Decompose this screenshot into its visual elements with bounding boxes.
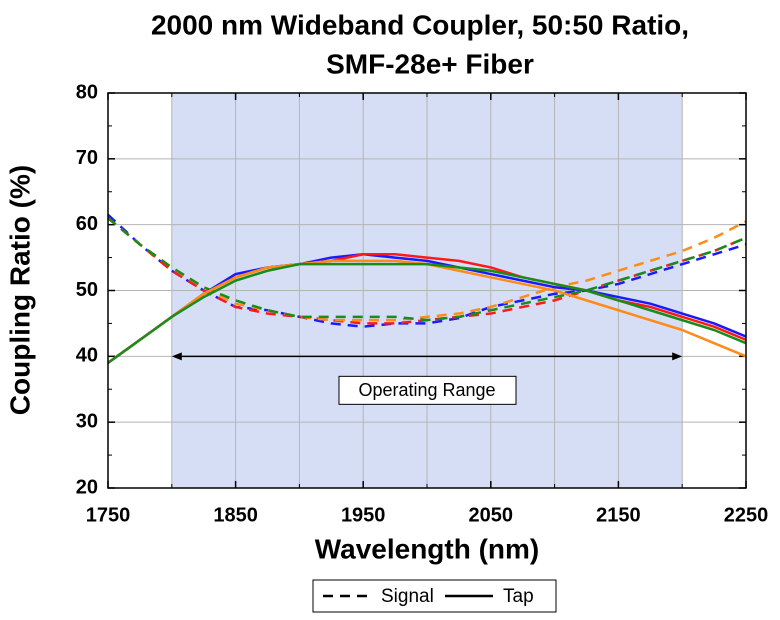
y-tick-label: 40 (76, 345, 98, 367)
x-tick-label: 1950 (341, 504, 386, 526)
legend-label: Signal (381, 586, 434, 607)
y-tick-label: 80 (76, 81, 98, 103)
legend-label: Tap (503, 586, 534, 607)
y-tick-label: 20 (76, 476, 98, 498)
y-axis-label: Coupling Ratio (%) (4, 165, 35, 415)
arrow-head (171, 352, 182, 361)
legend-box (312, 579, 557, 613)
series-line (107, 217, 747, 322)
x-tick-label: 1850 (213, 504, 258, 526)
arrow-head (672, 352, 683, 361)
series-line (107, 217, 747, 322)
annotation-label: Operating Range (358, 380, 495, 400)
y-tick-label: 30 (76, 410, 98, 432)
y-tick-label: 70 (76, 147, 98, 169)
annotation-box (338, 375, 517, 405)
x-tick-label: 1750 (86, 504, 131, 526)
chart-title: SMF-28e+ Fiber (326, 48, 534, 79)
x-tick-label: 2150 (596, 504, 641, 526)
series-line (107, 213, 747, 328)
x-tick-label: 2250 (724, 504, 769, 526)
series-line (107, 262, 747, 364)
plot-frame (107, 92, 747, 489)
y-tick-label: 60 (76, 213, 98, 235)
x-tick-label: 2050 (469, 504, 514, 526)
y-tick-label: 50 (76, 279, 98, 301)
chart-title: 2000 nm Wideband Coupler, 50:50 Ratio, (151, 9, 689, 40)
x-axis-label: Wavelength (nm) (315, 533, 540, 564)
